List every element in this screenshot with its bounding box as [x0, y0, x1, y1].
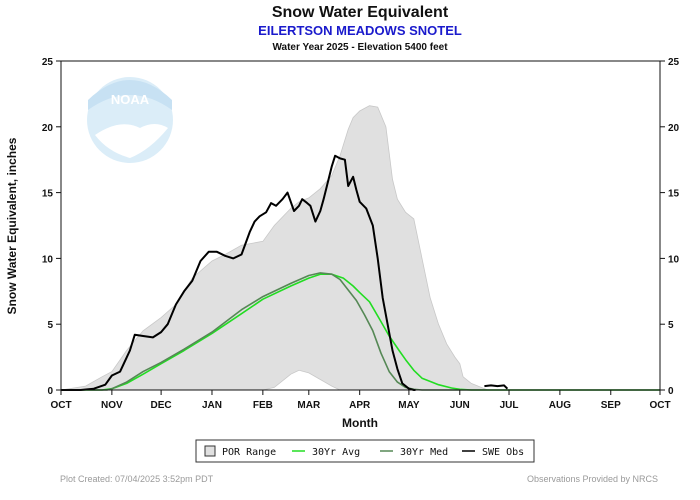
- x-axis-label: Month: [342, 416, 378, 430]
- series-line-swe-obs-late: [484, 384, 509, 390]
- legend-label-obs: SWE Obs: [482, 447, 524, 458]
- chart-subtitle-water-year: Water Year 2025 - Elevation 5400 feet: [272, 42, 448, 53]
- legend-label-med: 30Yr Med: [400, 447, 448, 458]
- por-range-band: [60, 105, 660, 391]
- x-tick-label-nov: NOV: [101, 400, 123, 411]
- y-tick-label: 10: [668, 254, 680, 265]
- series-line-30yr-avg: [61, 273, 660, 391]
- footer-observations: Observations Provided by NRCS: [527, 474, 658, 484]
- series-line-swe-obs: [61, 154, 416, 391]
- x-tick-label-apr: APR: [349, 400, 371, 411]
- x-tick-label-dec: DEC: [151, 400, 172, 411]
- x-tick-label-may: MAY: [398, 400, 420, 411]
- y-tick-label: 20: [668, 123, 680, 134]
- chart-title: Snow Water Equivalent: [272, 4, 449, 21]
- y-tick-label: 15: [42, 189, 54, 200]
- x-tick-label-feb: FEB: [253, 400, 273, 411]
- footer-plot-created: Plot Created: 07/04/2025 3:52pm PDT: [60, 474, 214, 484]
- noaa-logo-icon: NOAA: [87, 77, 173, 163]
- x-tick-label-jul: JUL: [500, 400, 519, 411]
- x-tick-label-jan: JAN: [202, 400, 222, 411]
- series-layer: [61, 154, 660, 391]
- x-tick-label-sep: SEP: [601, 400, 621, 411]
- x-axis: OCT NOV DEC JAN FEB MAR APR MAY JUN JUL AUG SEP OCT: [50, 390, 671, 411]
- y-tick-label: 5: [668, 320, 674, 331]
- plot-frame: [60, 60, 661, 391]
- y-axis-left: 0 5 10 15 20 25: [42, 57, 61, 397]
- legend-label-por: POR Range: [222, 447, 276, 458]
- legend: POR Range 30Yr Avg 30Yr Med SWE Obs: [195, 439, 535, 463]
- y-tick-label: 25: [668, 57, 680, 68]
- legend-label-avg: 30Yr Avg: [312, 447, 360, 458]
- noaa-logo-text: NOAA: [111, 92, 150, 107]
- y-axis-label: Snow Water Equivalent, inches: [5, 137, 19, 314]
- y-tick-label: 10: [42, 254, 54, 265]
- y-tick-label: 25: [42, 57, 54, 68]
- x-tick-label-jun: JUN: [450, 400, 470, 411]
- x-tick-label-oct: OCT: [649, 400, 670, 411]
- x-tick-label-mar: MAR: [297, 400, 321, 411]
- y-tick-label: 20: [42, 123, 54, 134]
- x-tick-label-aug: AUG: [549, 400, 571, 411]
- y-tick-label: 5: [47, 320, 53, 331]
- series-line-30yr-med: [61, 272, 660, 391]
- x-tick-label-oct: OCT: [50, 400, 71, 411]
- legend-box: [195, 439, 535, 463]
- chart-subtitle-station: EILERTSON MEADOWS SNOTEL: [258, 23, 462, 38]
- y-tick-label: 15: [668, 189, 680, 200]
- legend-swatch-por: [204, 445, 216, 457]
- y-tick-label: 0: [47, 386, 53, 397]
- y-axis-right: 0 5 10 15 20 25: [660, 57, 680, 397]
- y-tick-label: 0: [668, 386, 674, 397]
